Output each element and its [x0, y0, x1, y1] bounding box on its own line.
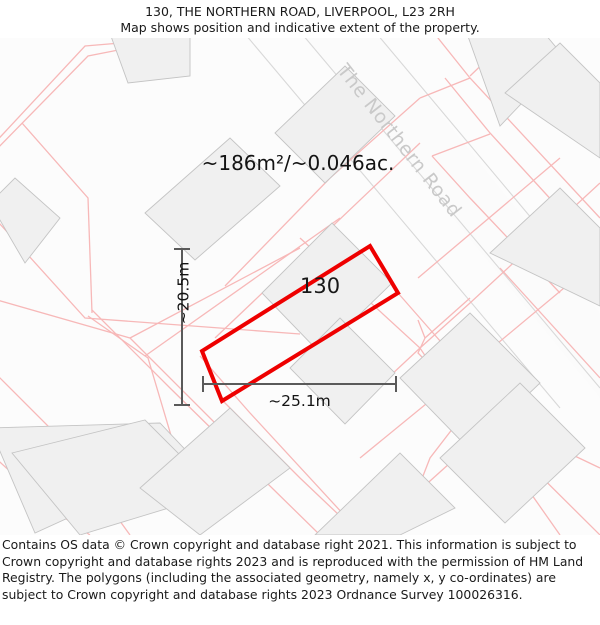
building-footprints [0, 38, 600, 535]
copyright-text: Contains OS data © Crown copyright and d… [2, 537, 584, 602]
page-subtitle: Map shows position and indicative extent… [120, 20, 480, 35]
property-map[interactable]: ~186m²/~0.046ac. The Northern Road 130 ~… [0, 38, 600, 535]
page-header: 130, THE NORTHERN ROAD, LIVERPOOL, L23 2… [0, 0, 600, 36]
legal-footer: Contains OS data © Crown copyright and d… [0, 535, 600, 625]
page-title: 130, THE NORTHERN ROAD, LIVERPOOL, L23 2… [145, 4, 455, 19]
map-vector-layer [0, 38, 600, 535]
property-outline-polygon[interactable] [199, 243, 401, 404]
